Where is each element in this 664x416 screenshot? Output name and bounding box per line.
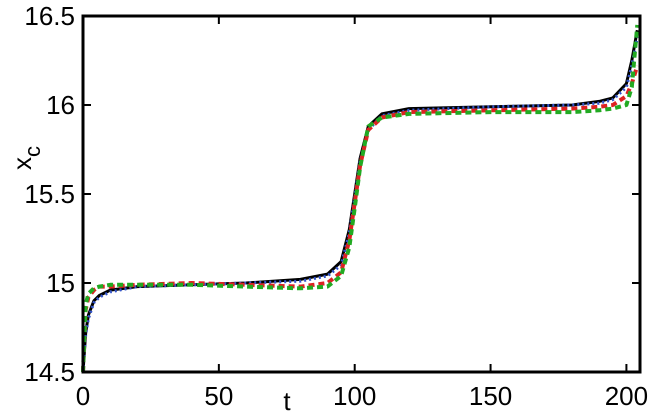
y-axis-label-main: x <box>7 157 37 170</box>
plot-frame <box>81 14 642 374</box>
x-tick-label: 200 <box>605 381 648 411</box>
series-layer <box>81 24 640 373</box>
series-line-3 <box>81 65 640 373</box>
ticks-layer: 0 50 100 150 200 14.5 15 15.5 16 16.5 <box>24 1 648 411</box>
y-axis-label-sub: c <box>20 146 45 157</box>
x-tick-label: 0 <box>76 381 90 411</box>
y-tick-label: 14.5 <box>24 357 75 387</box>
series-line-2 <box>81 37 639 373</box>
y-tick-label: 15 <box>46 268 75 298</box>
x-tick-label: 100 <box>333 381 376 411</box>
series-line-1 <box>81 29 639 373</box>
x-axis-label: t <box>283 386 291 416</box>
x-tick-label: 150 <box>469 381 512 411</box>
series-line-4 <box>81 24 640 373</box>
y-axis-label: xc <box>7 146 45 170</box>
y-tick-label: 16 <box>46 90 75 120</box>
y-tick-label: 16.5 <box>24 1 75 31</box>
x-tick-label: 50 <box>204 381 233 411</box>
y-tick-label: 15.5 <box>24 179 75 209</box>
svg-text:xc: xc <box>7 146 45 170</box>
